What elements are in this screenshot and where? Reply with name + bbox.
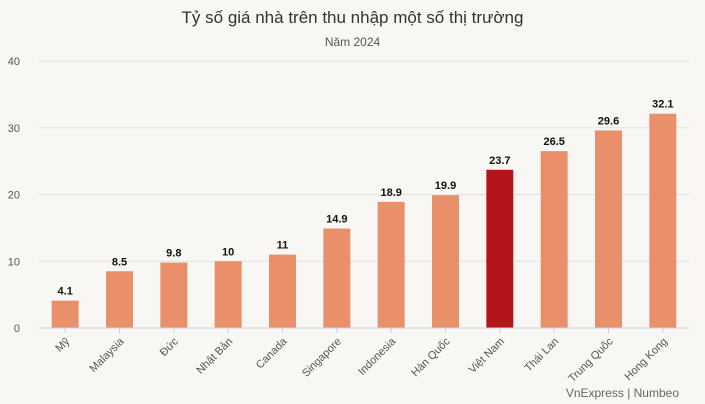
y-tick-label: 10 [8, 256, 20, 268]
x-tick-label: Nhật Bản [194, 336, 235, 377]
chart-subtitle: Năm 2024 [324, 35, 381, 49]
bar [432, 195, 459, 328]
data-label: 26.5 [543, 136, 564, 148]
x-tick-label: Đức [158, 335, 182, 359]
x-tick-label: Canada [254, 335, 290, 371]
data-label: 23.7 [489, 155, 510, 167]
x-tick-label: Việt Nam [467, 336, 507, 376]
y-tick-label: 40 [8, 56, 20, 68]
data-label: 18.9 [380, 187, 401, 199]
y-tick-label: 0 [14, 323, 20, 335]
y-tick-label: 20 [8, 190, 20, 202]
data-label: 14.9 [326, 214, 347, 226]
data-label: 9.8 [166, 248, 181, 260]
chart-source: VnExpress | Numbeo [565, 386, 679, 400]
bar [649, 113, 677, 328]
bar [595, 130, 622, 328]
data-label: 4.1 [58, 286, 73, 298]
bar [51, 300, 79, 328]
x-tick-label: Malaysia [87, 335, 127, 375]
y-tick-label: 30 [8, 123, 20, 135]
data-label: 10 [222, 246, 234, 258]
chart-title: Tỷ số giá nhà trên thu nhập một số thị t… [181, 8, 524, 27]
bar [269, 254, 296, 328]
bar [106, 271, 133, 328]
x-tick-label: Singapore [300, 336, 344, 380]
axes: 0 10 20 30 40 Mỹ Malaysia Đức Nhật Bản Canada Sing… [8, 56, 690, 385]
data-label: 19.9 [435, 180, 456, 192]
bar [540, 151, 568, 328]
data-label: 29.6 [598, 115, 619, 127]
bar [214, 261, 242, 328]
x-tick-label: Hàn Quốc [409, 335, 453, 379]
bar [486, 169, 514, 328]
x-tick-label: Mỹ [53, 335, 72, 354]
bar [323, 228, 351, 328]
x-tick-label: Trung Quốc [566, 335, 616, 385]
data-label: 11 [277, 240, 289, 252]
gridlines [38, 60, 690, 262]
data-label: 8.5 [112, 256, 127, 268]
bars [51, 113, 677, 328]
x-tick-label: Thái Lan [523, 336, 562, 375]
bar [160, 262, 188, 328]
bar [377, 201, 405, 328]
x-tick-label: Indonesia [356, 335, 399, 378]
data-labels: 4.1 8.5 9.8 10 11 14.9 18.9 19.9 23.7 26.5 29.6 32.… [58, 99, 674, 298]
data-label: 32.1 [652, 99, 673, 111]
x-tick-label: Hong Kong [623, 336, 670, 383]
